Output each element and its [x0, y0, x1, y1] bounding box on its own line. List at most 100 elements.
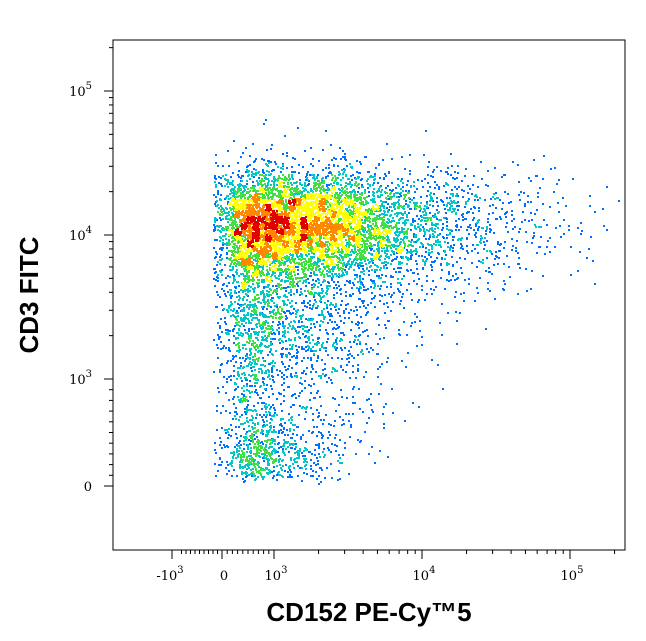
data-point	[377, 182, 379, 184]
data-point	[288, 386, 290, 388]
data-point	[254, 305, 256, 307]
data-point	[239, 188, 241, 190]
data-point	[426, 201, 428, 203]
data-point	[308, 384, 310, 386]
data-point	[303, 266, 305, 268]
data-point	[471, 193, 473, 195]
data-point	[219, 458, 221, 460]
data-point	[383, 423, 385, 425]
data-point	[367, 178, 369, 180]
data-point	[254, 459, 256, 461]
data-point	[219, 327, 221, 329]
data-point	[239, 464, 241, 466]
data-point	[263, 180, 265, 182]
data-point	[262, 392, 264, 394]
data-point	[505, 216, 507, 218]
data-point	[271, 369, 273, 371]
data-point	[331, 443, 333, 445]
data-point	[273, 290, 275, 292]
data-point	[384, 261, 386, 263]
data-point	[395, 192, 397, 194]
data-point	[298, 452, 300, 454]
data-point	[293, 459, 295, 461]
data-point	[455, 229, 457, 231]
data-point	[341, 270, 343, 272]
data-point	[449, 197, 451, 199]
data-point	[217, 261, 219, 263]
data-point	[329, 315, 331, 317]
data-point	[365, 289, 367, 291]
data-point	[353, 252, 355, 254]
data-point	[222, 247, 224, 249]
data-point	[468, 283, 470, 285]
data-point	[343, 171, 345, 173]
data-point	[218, 338, 220, 340]
data-point	[367, 226, 369, 228]
data-point	[316, 444, 318, 446]
data-point	[341, 339, 343, 341]
data-point	[271, 274, 273, 276]
data-point	[373, 182, 375, 184]
data-point	[366, 180, 368, 182]
data-point	[447, 242, 449, 244]
data-point	[282, 300, 284, 302]
data-point	[272, 189, 274, 191]
data-point	[271, 419, 273, 421]
data-point	[295, 330, 297, 332]
data-point	[356, 200, 358, 202]
data-point	[244, 422, 246, 424]
data-point	[329, 434, 331, 436]
data-point	[361, 256, 363, 258]
data-point	[287, 446, 289, 448]
data-point	[312, 279, 314, 281]
data-point	[424, 220, 426, 222]
data-point	[290, 254, 292, 256]
data-point	[375, 333, 377, 335]
data-point	[247, 314, 249, 316]
data-point	[343, 310, 345, 312]
data-point	[477, 252, 479, 254]
data-point	[339, 147, 341, 149]
data-point	[242, 185, 244, 187]
data-point	[342, 258, 344, 260]
data-point	[331, 179, 333, 181]
data-point	[313, 271, 315, 273]
data-point	[337, 165, 339, 167]
data-point	[378, 190, 380, 192]
data-point	[459, 257, 461, 259]
data-point	[431, 251, 433, 253]
data-point	[379, 300, 381, 302]
data-point	[398, 185, 400, 187]
data-point	[284, 332, 286, 334]
data-point	[449, 209, 451, 211]
data-point	[518, 257, 520, 259]
data-point	[286, 167, 288, 169]
data-point	[254, 427, 256, 429]
data-point	[302, 434, 304, 436]
data-point	[324, 302, 326, 304]
data-point	[237, 371, 239, 373]
data-point	[224, 243, 226, 245]
data-point	[321, 437, 323, 439]
data-point	[383, 265, 385, 267]
data-point	[339, 315, 341, 317]
data-point	[341, 349, 343, 351]
data-point	[264, 372, 266, 374]
data-point	[240, 184, 242, 186]
data-point	[219, 248, 221, 250]
data-point	[304, 380, 306, 382]
data-point	[241, 380, 243, 382]
data-point	[268, 335, 270, 337]
data-point	[508, 202, 510, 204]
data-point	[219, 437, 221, 439]
data-point	[255, 169, 257, 171]
data-point	[325, 266, 327, 268]
data-point	[296, 461, 298, 463]
data-point	[320, 284, 322, 286]
data-point	[216, 239, 218, 241]
data-point	[485, 233, 487, 235]
data-point	[244, 408, 246, 410]
data-point	[577, 270, 579, 272]
data-point	[331, 382, 333, 384]
data-point	[443, 237, 445, 239]
